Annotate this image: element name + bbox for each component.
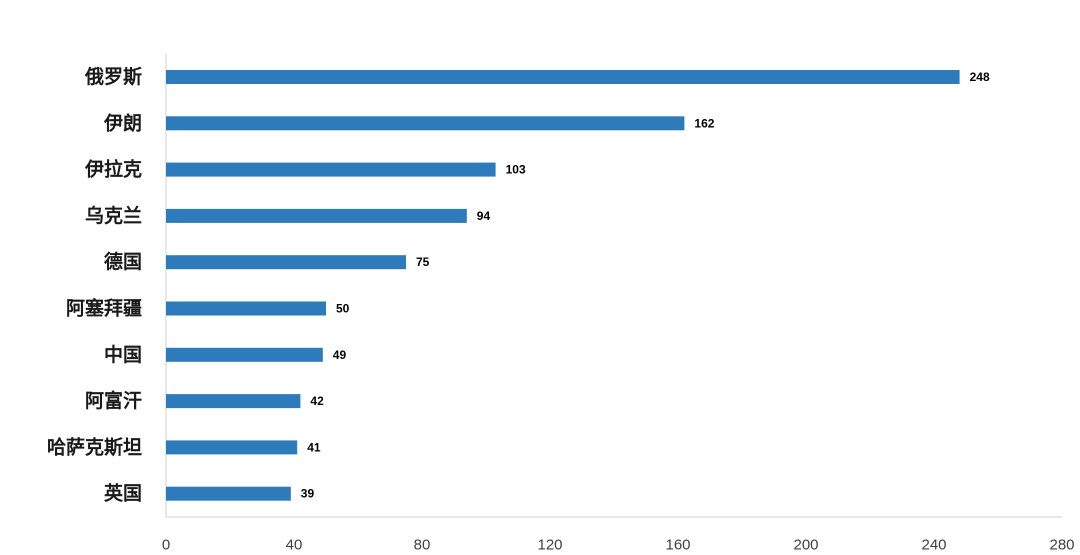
category-label: 乌克兰	[85, 204, 142, 227]
x-tick-labels: 0 40 80 120 160 200 240 280	[162, 537, 1075, 554]
bars-group	[166, 70, 960, 501]
bar-3	[166, 162, 496, 177]
value-label: 41	[307, 440, 321, 454]
value-label: 94	[477, 209, 491, 223]
x-tick-label: 80	[414, 537, 431, 554]
bar-9	[166, 440, 298, 455]
category-label: 阿富汗	[85, 389, 142, 412]
value-label: 49	[333, 348, 347, 362]
category-label: 阿塞拜疆	[66, 297, 142, 320]
category-label: 德国	[104, 250, 142, 273]
value-label: 50	[336, 302, 350, 316]
bar-10	[166, 486, 291, 501]
bar-2	[166, 116, 685, 131]
value-label: 75	[416, 255, 430, 269]
category-label: 哈萨克斯坦	[47, 435, 142, 458]
x-tick-label: 160	[665, 537, 690, 554]
value-label: 42	[310, 394, 324, 408]
x-tick-label: 280	[1049, 537, 1074, 554]
category-label: 伊朗	[103, 111, 142, 134]
value-labels: 248 162 103 94 75 50 49 42 41 39	[301, 70, 990, 501]
value-label: 39	[301, 487, 315, 501]
category-label: 中国	[104, 343, 142, 366]
category-label: 伊拉克	[84, 158, 142, 181]
value-label: 103	[506, 163, 526, 177]
value-label: 248	[970, 70, 990, 84]
bar-1	[166, 70, 960, 84]
x-tick-label: 0	[162, 537, 170, 554]
bar-5	[166, 255, 406, 270]
bar-4	[166, 208, 467, 223]
x-tick-label: 240	[921, 537, 946, 554]
category-label: 俄罗斯	[84, 65, 142, 88]
bar-6	[166, 301, 326, 316]
x-tick-label: 200	[793, 537, 818, 554]
x-tick-label: 120	[537, 537, 562, 554]
value-label: 162	[694, 116, 714, 130]
bar-7	[166, 347, 323, 362]
bar-8	[166, 394, 301, 409]
x-tick-label: 40	[286, 537, 303, 554]
category-label: 英国	[104, 482, 142, 505]
